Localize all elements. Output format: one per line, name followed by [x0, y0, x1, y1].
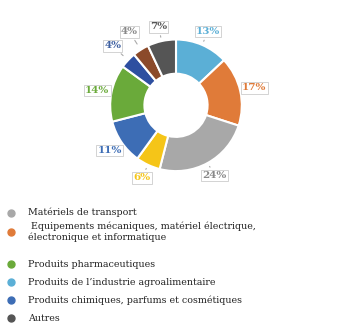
Text: Produits chimiques, parfums et cosmétiques: Produits chimiques, parfums et cosmétiqu…	[28, 295, 242, 305]
Text: 14%: 14%	[85, 86, 109, 95]
Wedge shape	[176, 40, 224, 84]
Wedge shape	[112, 113, 157, 158]
Text: 4%: 4%	[121, 28, 138, 44]
Text: 6%: 6%	[133, 168, 150, 182]
Text: 17%: 17%	[242, 83, 266, 92]
Text: 4%: 4%	[104, 41, 123, 56]
Text: Produits pharmaceutiques: Produits pharmaceutiques	[28, 260, 155, 269]
Wedge shape	[137, 131, 168, 169]
Text: 7%: 7%	[150, 22, 167, 37]
Wedge shape	[110, 67, 150, 122]
Text: Matériels de transport: Matériels de transport	[28, 208, 137, 217]
Wedge shape	[199, 60, 242, 126]
Text: Autres: Autres	[28, 314, 60, 322]
Text: 11%: 11%	[98, 146, 122, 155]
Text: 13%: 13%	[196, 27, 220, 41]
Wedge shape	[123, 54, 156, 87]
Text: Produits de l’industrie agroalimentaire: Produits de l’industrie agroalimentaire	[28, 278, 216, 286]
Text: 24%: 24%	[202, 167, 227, 180]
Wedge shape	[134, 46, 163, 81]
Text: Equipements mécaniques, matériel électrique,
électronique et informatique: Equipements mécaniques, matériel électri…	[28, 221, 256, 242]
Wedge shape	[148, 40, 176, 77]
Wedge shape	[160, 115, 239, 171]
